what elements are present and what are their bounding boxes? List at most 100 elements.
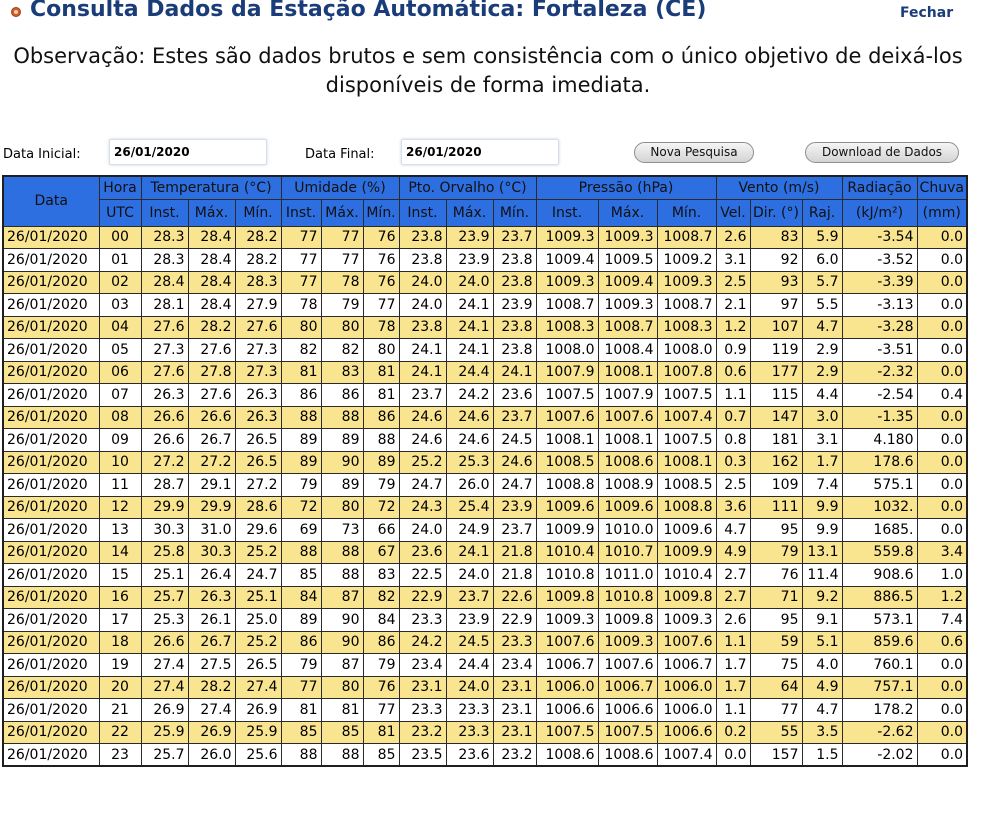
value-cell: -2.02 — [841, 743, 918, 767]
table-row: 26/01/2020 18 26.6 26.7 25.2 86 90 86 24.2 24.5 23… — [2, 630, 968, 654]
value-cell: 1010.4 — [656, 563, 717, 587]
value-cell: 28.2 — [187, 675, 236, 699]
hour-cell: 23 — [98, 743, 142, 767]
value-cell: 89 — [280, 608, 322, 632]
value-cell: 27.4 — [140, 675, 189, 699]
value-cell: 78 — [362, 315, 400, 339]
end-date-input[interactable] — [401, 139, 559, 165]
value-cell: 1.1 — [715, 383, 751, 407]
value-cell: 24.1 — [398, 360, 447, 384]
value-cell: 28.3 — [140, 225, 189, 249]
value-cell: 25.9 — [140, 720, 189, 744]
value-cell: 88 — [280, 405, 322, 429]
value-cell: 81 — [362, 720, 400, 744]
value-cell: 177 — [749, 360, 803, 384]
column-group-header: Radiação — [841, 175, 918, 200]
value-cell: 71 — [749, 585, 803, 609]
value-cell: 1009.4 — [597, 270, 658, 294]
value-cell: 23.3 — [398, 698, 447, 722]
value-cell: 80 — [280, 315, 322, 339]
value-cell: 0.0 — [916, 675, 968, 699]
value-cell: 1008.1 — [656, 450, 717, 474]
column-sub-header: Mín. — [234, 198, 282, 227]
value-cell: 162 — [749, 450, 803, 474]
value-cell: 1008.0 — [656, 338, 717, 362]
close-link[interactable]: Fechar — [900, 5, 954, 21]
date-cell: 26/01/2020 — [2, 270, 100, 294]
value-cell: 1009.2 — [656, 248, 717, 272]
value-cell: 1009.3 — [535, 225, 599, 249]
value-cell: 1008.3 — [535, 315, 599, 339]
value-cell: -2.32 — [841, 360, 918, 384]
value-cell: 87 — [320, 653, 364, 677]
value-cell: 27.3 — [140, 338, 189, 362]
value-cell: 1006.6 — [535, 698, 599, 722]
table-row: 26/01/2020 00 28.3 28.4 28.2 77 77 76 23.8 23.9 23… — [2, 225, 968, 249]
value-cell: 1008.7 — [597, 315, 658, 339]
value-cell: -1.35 — [841, 405, 918, 429]
value-cell: 1008.8 — [656, 495, 717, 519]
value-cell: 0.3 — [715, 450, 751, 474]
value-cell: 64 — [749, 675, 803, 699]
value-cell: 77 — [280, 270, 322, 294]
hour-cell: 11 — [98, 473, 142, 497]
hour-cell: 14 — [98, 540, 142, 564]
value-cell: 55 — [749, 720, 803, 744]
date-cell: 26/01/2020 — [2, 428, 100, 452]
hour-cell: 06 — [98, 360, 142, 384]
column-group-header: Umidade (%) — [280, 175, 400, 200]
value-cell: 1008.6 — [597, 743, 658, 767]
column-sub-header: Mín. — [362, 198, 400, 227]
date-cell: 26/01/2020 — [2, 540, 100, 564]
value-cell: 23.7 — [492, 225, 537, 249]
value-cell: 1010.8 — [597, 585, 658, 609]
value-cell: 1007.5 — [656, 383, 717, 407]
value-cell: 24.0 — [398, 518, 447, 542]
date-cell: 26/01/2020 — [2, 698, 100, 722]
value-cell: 27.2 — [187, 450, 236, 474]
column-group-header: Data — [2, 175, 100, 227]
value-cell: 25.4 — [445, 495, 494, 519]
value-cell: 67 — [362, 540, 400, 564]
value-cell: 0.0 — [916, 495, 968, 519]
value-cell: 1.1 — [715, 698, 751, 722]
value-cell: 24.6 — [492, 450, 537, 474]
download-data-button[interactable]: Download de Dados — [805, 142, 959, 163]
value-cell: 23.6 — [398, 540, 447, 564]
column-group-header: Vento (m/s) — [715, 175, 843, 200]
value-cell: 2.5 — [715, 473, 751, 497]
value-cell: 23.3 — [445, 720, 494, 744]
hour-cell: 02 — [98, 270, 142, 294]
value-cell: 28.4 — [187, 225, 236, 249]
column-group-header: Hora — [98, 175, 142, 200]
value-cell: 82 — [362, 585, 400, 609]
value-cell: 1009.8 — [597, 608, 658, 632]
value-cell: 23.3 — [398, 608, 447, 632]
value-cell: 0.0 — [916, 315, 968, 339]
value-cell: 95 — [749, 518, 803, 542]
value-cell: 25.2 — [234, 540, 282, 564]
value-cell: 1007.6 — [597, 653, 658, 677]
value-cell: 0.2 — [715, 720, 751, 744]
value-cell: 23.8 — [398, 248, 447, 272]
column-sub-header: UTC — [98, 198, 142, 227]
value-cell: 77 — [749, 698, 803, 722]
value-cell: 24.7 — [234, 563, 282, 587]
value-cell: 88 — [320, 743, 364, 767]
value-cell: 24.6 — [398, 428, 447, 452]
new-search-button[interactable]: Nova Pesquisa — [634, 142, 754, 163]
value-cell: 89 — [280, 428, 322, 452]
value-cell: 1008.8 — [535, 473, 599, 497]
date-filter-form: Data Inicial: Data Final: Nova Pesquisa … — [0, 138, 986, 170]
value-cell: 86 — [362, 405, 400, 429]
value-cell: 24.0 — [445, 270, 494, 294]
table-row: 26/01/2020 10 27.2 27.2 26.5 89 90 89 25.2 25.3 24… — [2, 450, 968, 474]
value-cell: 93 — [749, 270, 803, 294]
date-cell: 26/01/2020 — [2, 495, 100, 519]
hour-cell: 07 — [98, 383, 142, 407]
start-date-input[interactable] — [109, 139, 267, 165]
value-cell: 27.4 — [234, 675, 282, 699]
value-cell: -3.52 — [841, 248, 918, 272]
value-cell: 0.7 — [715, 405, 751, 429]
table-row: 26/01/2020 16 25.7 26.3 25.1 84 87 82 22.9 23.7 22… — [2, 585, 968, 609]
